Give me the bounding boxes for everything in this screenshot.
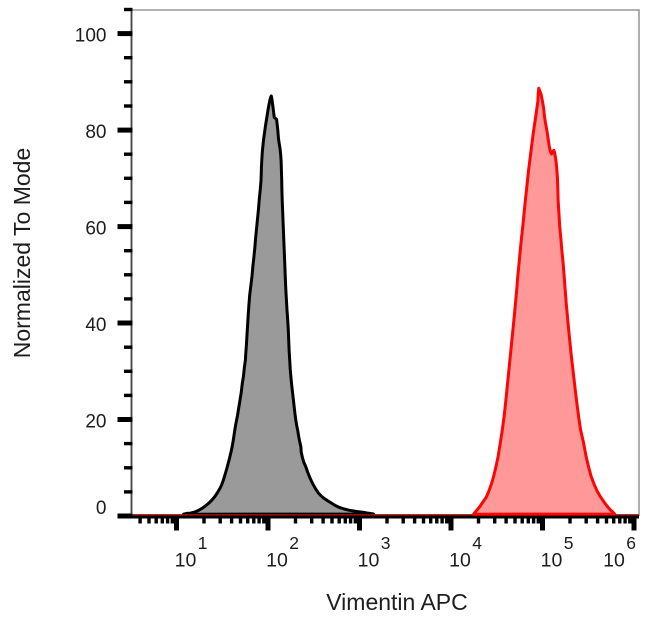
svg-text:100: 100 (75, 26, 107, 47)
svg-text:10: 10 (175, 549, 197, 571)
svg-text:10: 10 (541, 549, 563, 571)
svg-text:1: 1 (198, 533, 208, 553)
svg-text:4: 4 (472, 533, 482, 553)
svg-text:3: 3 (381, 533, 391, 553)
svg-text:5: 5 (564, 533, 574, 553)
svg-text:10: 10 (603, 549, 625, 571)
svg-text:2: 2 (289, 533, 299, 553)
svg-text:10: 10 (449, 549, 471, 571)
svg-text:10: 10 (266, 549, 288, 571)
svg-text:0: 0 (96, 498, 107, 519)
svg-text:Normalized To Mode: Normalized To Mode (9, 148, 35, 359)
svg-text:80: 80 (85, 122, 106, 143)
svg-text:40: 40 (85, 315, 106, 336)
svg-text:60: 60 (85, 219, 106, 240)
svg-text:10: 10 (358, 549, 380, 571)
svg-text:20: 20 (85, 412, 106, 433)
svg-text:Vimentin APC: Vimentin APC (326, 589, 467, 615)
svg-text:6: 6 (626, 533, 636, 553)
